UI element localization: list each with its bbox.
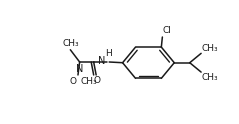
Text: CH₃: CH₃ <box>62 39 79 48</box>
Text: CH₃: CH₃ <box>80 77 97 86</box>
Text: O: O <box>94 76 101 85</box>
Text: Cl: Cl <box>163 26 172 35</box>
Text: N: N <box>98 56 106 66</box>
Text: O: O <box>70 77 77 86</box>
Text: CH₃: CH₃ <box>202 73 219 82</box>
Text: N: N <box>76 64 83 74</box>
Text: CH₃: CH₃ <box>202 44 219 53</box>
Text: H: H <box>105 49 112 58</box>
